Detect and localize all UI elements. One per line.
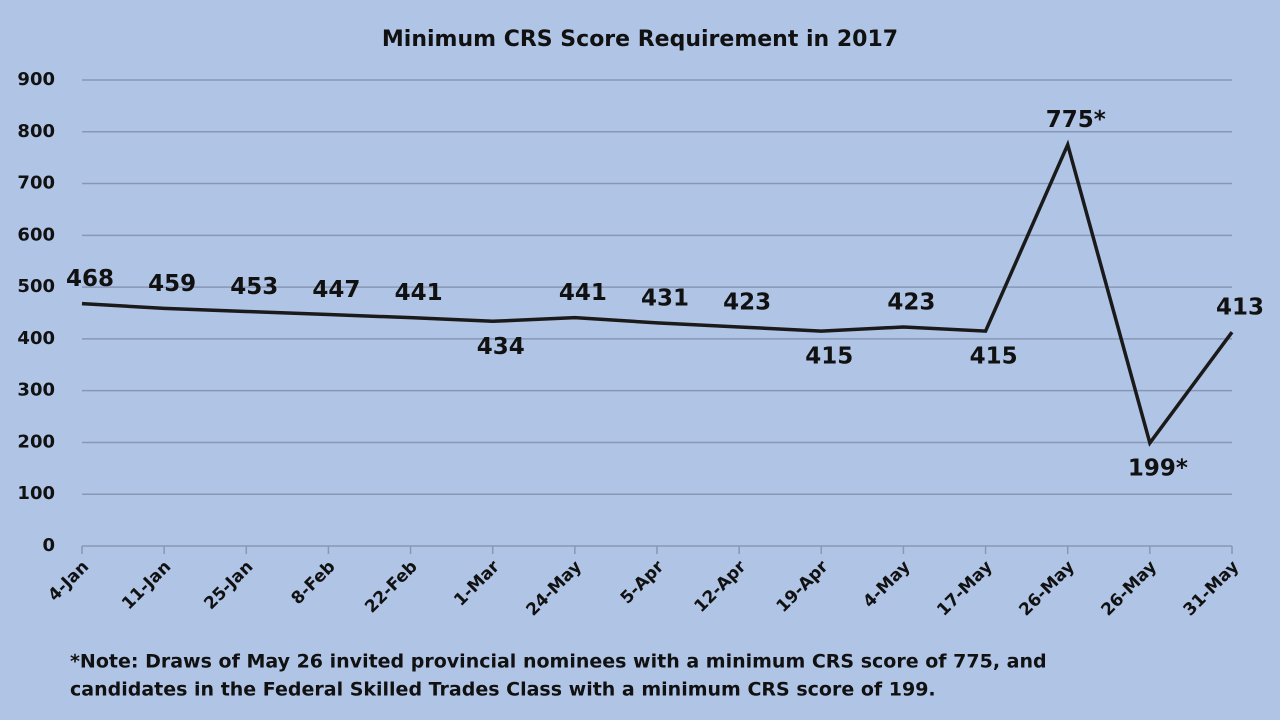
x-tick-label: 25-Jan xyxy=(200,557,257,614)
x-tick-label: 8-Feb xyxy=(288,557,340,609)
y-tick-label: 300 xyxy=(17,380,55,401)
note-line: *Note: Draws of May 26 invited provincia… xyxy=(70,651,1047,673)
x-tick-label: 5-Apr xyxy=(617,556,669,608)
value-label: 453 xyxy=(230,274,278,300)
x-tick-label: 31-May xyxy=(1180,557,1243,620)
y-tick-label: 0 xyxy=(42,535,55,556)
value-label: 459 xyxy=(148,271,196,297)
value-label: 413 xyxy=(1216,295,1264,321)
value-label: 423 xyxy=(723,289,771,315)
y-tick-label: 100 xyxy=(17,483,55,504)
y-tick-label: 500 xyxy=(17,276,55,297)
value-label: 447 xyxy=(312,277,360,303)
y-tick-label: 800 xyxy=(17,121,55,142)
y-tick-label: 200 xyxy=(17,431,55,452)
x-tick-label: 26-May xyxy=(1098,557,1161,620)
y-tick-label: 600 xyxy=(17,224,55,245)
value-label: 468 xyxy=(66,266,114,292)
value-label: 415 xyxy=(805,344,853,370)
x-tick-label: 17-May xyxy=(933,557,996,620)
x-tick-label: 11-Jan xyxy=(118,557,175,614)
chart-title: Minimum CRS Score Requirement in 2017 xyxy=(382,27,898,52)
value-label: 199* xyxy=(1128,455,1188,481)
y-tick-label: 900 xyxy=(17,69,55,90)
value-label: 434 xyxy=(477,334,525,360)
x-tick-label: 4-Jan xyxy=(44,557,93,606)
value-label: 431 xyxy=(641,285,689,311)
x-tick-label: 26-May xyxy=(1015,557,1078,620)
value-label: 775* xyxy=(1046,107,1106,133)
data-line xyxy=(81,139,1234,447)
x-tick-label: 24-May xyxy=(523,557,586,620)
x-tick-label: 4-May xyxy=(859,557,914,612)
x-tick-label: 1-Mar xyxy=(450,557,504,611)
x-tick-label: 12-Apr xyxy=(691,557,751,617)
note-line: candidates in the Federal Skilled Trades… xyxy=(70,679,936,701)
y-tick-label: 700 xyxy=(17,173,55,194)
x-tick-label: 22-Feb xyxy=(361,557,421,617)
value-label: 415 xyxy=(970,344,1018,370)
x-tick-label: 19-Apr xyxy=(773,557,833,617)
y-tick-label: 400 xyxy=(17,328,55,349)
value-label: 423 xyxy=(887,289,935,315)
value-label: 441 xyxy=(395,280,443,306)
value-label: 441 xyxy=(559,280,607,306)
